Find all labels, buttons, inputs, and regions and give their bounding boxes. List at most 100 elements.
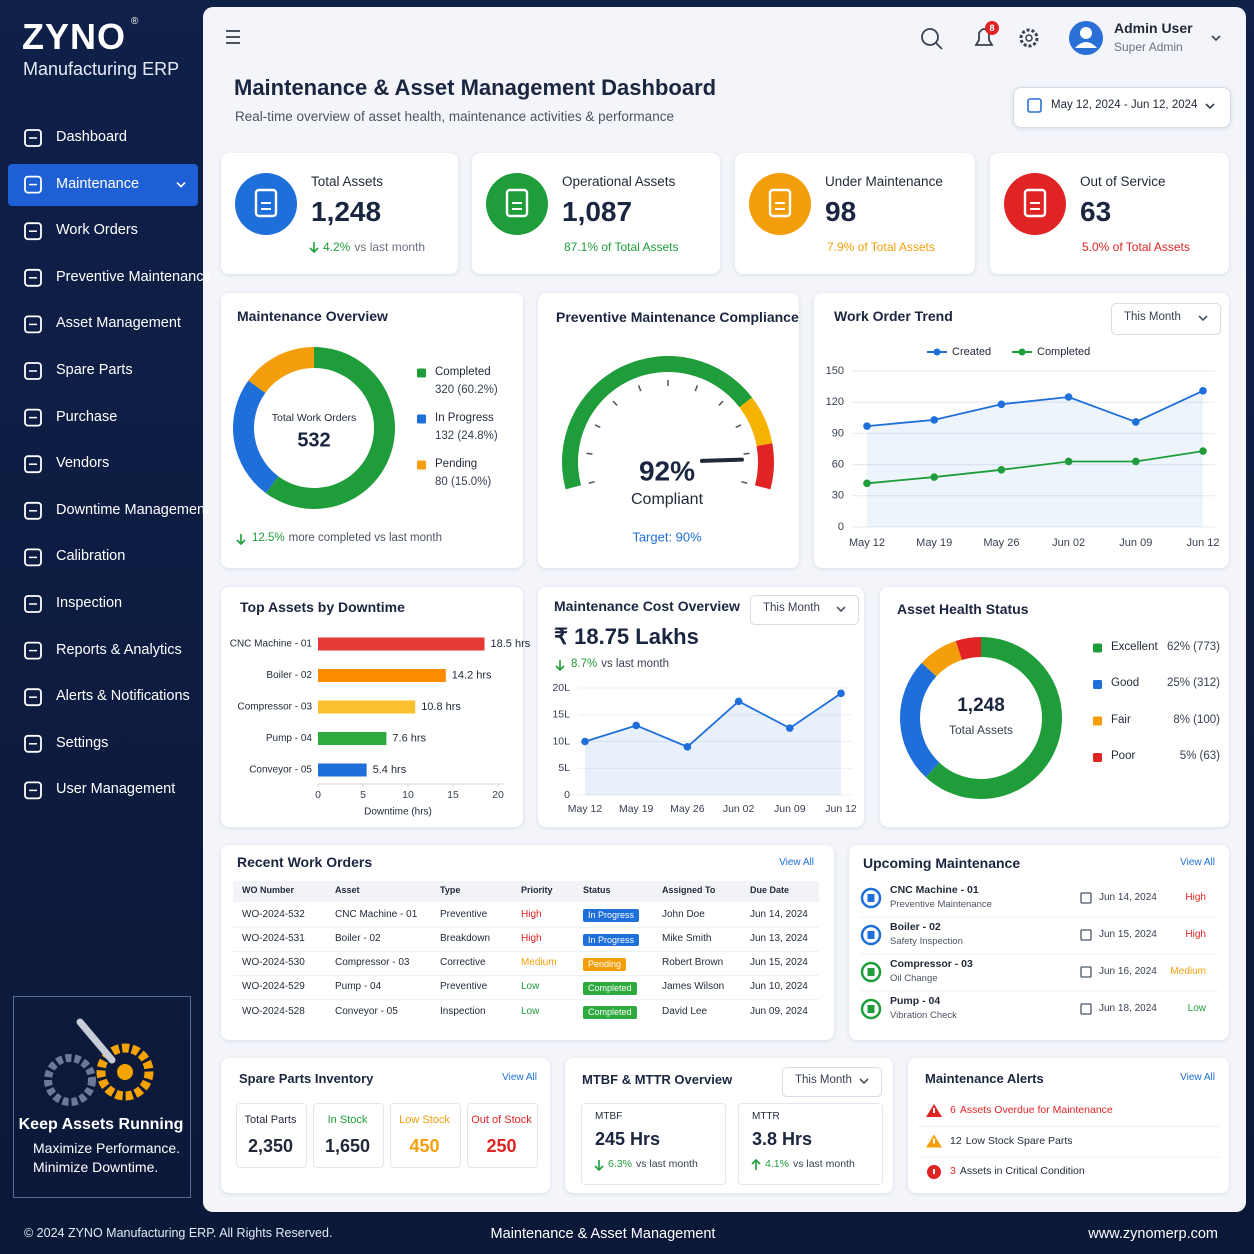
view-all-link[interactable]: View All [1180,1071,1215,1083]
footer-website[interactable]: www.zynomerp.com [1088,1226,1218,1242]
menu-item[interactable]: Work Orders [56,222,138,239]
table-header: Asset [335,885,360,896]
menu-item[interactable]: Dashboard [56,129,127,145]
asset-name: Boiler - 02 [890,921,941,934]
priority: Low [1187,1002,1206,1014]
menu-item[interactable]: Spare Parts [56,362,133,378]
table-cell: Corrective [440,957,486,969]
stat-change: 4.1% vs last month [765,1158,859,1171]
stat-change-part: 6.3% [608,1158,632,1171]
kpi-value: 98 [825,195,857,227]
menu-item[interactable]: Inspection [56,595,123,611]
view-all-link[interactable]: View All [502,1071,537,1083]
menu-icon [24,548,42,567]
chart-note-part: more completed vs last month [288,531,443,544]
menu-icon [24,408,42,427]
legend-label[interactable]: Pending [435,457,478,470]
section-title: Upcoming Maintenance [863,855,1021,872]
menu-item[interactable]: Settings [56,734,109,751]
legend-label[interactable]: Excellent [1111,640,1158,653]
footer-copyright: © 2024 ZYNO Manufacturing ERP. All Right… [24,1226,333,1241]
stat-change-part: vs last month [792,1158,855,1171]
table-cell: Low [521,1005,540,1017]
due-date: Jun 15, 2024 [1099,928,1157,940]
menu-item[interactable]: Downtime Management [56,501,210,518]
legend-value: 132 (24.8%) [435,429,498,442]
legend-label[interactable]: Poor [1111,750,1136,763]
due-date: Jun 18, 2024 [1099,1002,1157,1014]
date-range[interactable]: May 12, 2024 - Jun 12, 2024 [1051,98,1198,111]
section-title: Spare Parts Inventory [239,1070,374,1086]
stat-label: In Stock [327,1114,368,1127]
menu-item[interactable]: Reports & Analytics [56,641,182,658]
menu-item[interactable]: Vendors [56,455,110,472]
table-cell: High [521,908,542,920]
dropdown-label[interactable]: This Month [795,1073,852,1086]
brand-name: ZYNO [22,15,127,57]
stat-box [581,1103,726,1185]
legend-label[interactable]: Completed [435,365,491,378]
kpi-value: 63 [1080,195,1112,227]
table-cell: WO-2024-529 [242,981,305,993]
stat-box [738,1103,883,1185]
chart-title: Preventive Maintenance Compliance [556,309,799,326]
kpi-change: 4.2% vs last month [323,240,429,254]
view-all-link[interactable]: View All [1180,856,1215,868]
dropdown-label[interactable]: This Month [763,601,820,614]
stat-box [467,1103,538,1168]
kpi-note-part: 5.0% of Total Assets [1082,239,1190,254]
table-header: Due Date [750,885,790,896]
table-header: WO Number [242,885,295,896]
menu-item[interactable]: Preventive Maintenance [56,268,212,285]
work-orders-card [221,845,834,1040]
date-picker[interactable] [1013,87,1231,128]
table-cell: WO-2024-532 [242,908,305,920]
due-date: Jun 14, 2024 [1099,891,1157,903]
asset-name: Compressor - 03 [890,958,973,971]
user-name[interactable]: Admin User [1114,20,1193,37]
alert-text-part: Assets Overdue for Maintenance [959,1104,1113,1117]
kpi-note: 7.9% of Total Assets [827,240,939,254]
task-name: Vibration Check [890,1010,957,1022]
cost-headline: ₹ 18.75 Lakhs [554,624,699,650]
kpi-note: 5.0% of Total Assets [1082,240,1194,254]
legend-label[interactable]: Fair [1111,713,1131,726]
alerts-card [908,1058,1229,1193]
chart-title: Asset Health Status [897,601,1029,618]
legend-label[interactable]: In Progress [435,411,494,424]
view-all-link[interactable]: View All [779,856,814,868]
page-subtitle: Real-time overview of asset health, main… [235,108,674,124]
table-cell: WO-2024-530 [242,957,305,969]
menu-icon [24,641,42,660]
table-cell: Jun 13, 2024 [750,933,808,944]
chart-note-part: 12.5% [252,531,285,544]
user-role: Super Admin [1114,39,1183,54]
stat-value: 1,650 [324,1135,371,1156]
table-cell: Boiler - 02 [335,933,381,944]
menu-item[interactable]: Maintenance [56,175,140,192]
status-badge: Completed [583,1006,637,1020]
table-cell: WO-2024-528 [242,1005,305,1017]
menu-icon [24,501,42,520]
kpi-label: Under Maintenance [825,173,943,189]
menu-item[interactable]: Calibration [56,548,126,565]
chart-card [221,587,523,827]
menu-item[interactable]: User Management [56,781,176,798]
cost-change-part: 8.7% [571,657,598,670]
legend-label[interactable]: Good [1111,677,1140,690]
page-title: Maintenance & Asset Management Dashboard [234,75,717,101]
stat-value: 2,350 [247,1135,294,1156]
menu-item[interactable]: Asset Management [56,315,181,332]
table-cell: Preventive [440,908,488,920]
menu-item[interactable]: Alerts & Notifications [56,688,190,705]
dropdown-label[interactable]: This Month [1124,310,1181,323]
menu-item[interactable]: Purchase [56,408,118,425]
promo-title: Keep Assets Running [18,1116,184,1134]
alert-text-part: Low Stock Spare Parts [965,1134,1073,1147]
menu-icon [24,734,42,753]
priority: Medium [1170,965,1206,977]
table-cell: Inspection [440,1005,486,1017]
table-cell: Jun 15, 2024 [750,957,808,969]
task-name: Oil Change [890,973,938,985]
